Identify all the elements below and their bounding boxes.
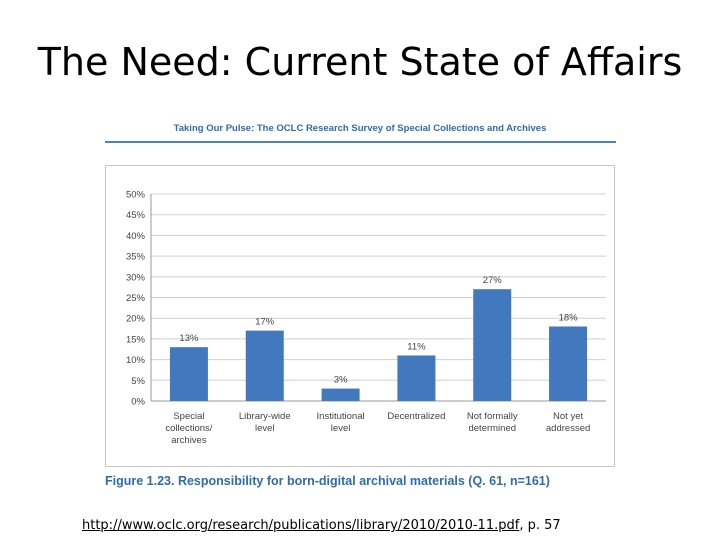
y-tick-label: 30% (126, 272, 146, 283)
source-link[interactable]: http://www.oclc.org/research/publication… (82, 518, 520, 533)
y-tick-label: 20% (126, 314, 146, 325)
x-tick-label: Institutional (317, 411, 365, 422)
x-tick-label: Special (173, 411, 204, 422)
source-page: , p. 57 (519, 518, 561, 533)
chart-frame: 0% 5% 10% 15% 20% 25% 30% 35% 40% 45% 50% 13% Specia… (105, 165, 615, 467)
x-tick-label: level (331, 423, 351, 434)
bar (473, 289, 512, 401)
data-label: 18% (559, 312, 579, 323)
y-tick-label: 40% (126, 231, 146, 242)
header-rule (105, 141, 616, 143)
x-tick-label: level (255, 423, 275, 434)
x-tick-label: Decentralized (387, 411, 445, 422)
data-label: 11% (407, 341, 426, 352)
slide-title: The Need: Current State of Affairs (37, 40, 683, 84)
bar (245, 330, 284, 401)
data-label: 27% (483, 275, 503, 286)
y-tick-label: 45% (126, 210, 146, 221)
y-tick-label: 5% (131, 376, 145, 387)
source-line: http://www.oclc.org/research/publication… (82, 518, 561, 533)
x-tick-label: Library-wide (239, 411, 291, 422)
x-tick-label: determined (468, 423, 516, 434)
bar-chart: 0% 5% 10% 15% 20% 25% 30% 35% 40% 45% 50% 13% Specia… (126, 190, 606, 446)
x-tick-label: Not formally (467, 411, 518, 422)
bar (321, 388, 360, 401)
data-label: 17% (255, 317, 275, 328)
bar (397, 355, 436, 401)
x-tick-label: addressed (546, 423, 590, 434)
x-tick-label: archives (171, 435, 207, 446)
data-label: 13% (179, 333, 199, 344)
y-tick-label: 10% (126, 355, 146, 366)
x-tick-label: Not yet (553, 411, 583, 422)
report-header: Taking Our Pulse: The OCLC Research Surv… (173, 123, 547, 134)
y-tick-label: 50% (126, 190, 146, 201)
bar (169, 347, 208, 401)
bar (549, 326, 588, 401)
figure-caption: Figure 1.23. Responsibility for born-dig… (105, 474, 550, 488)
y-tick-label: 35% (126, 252, 146, 263)
y-tick-label: 0% (131, 397, 145, 408)
y-tick-label: 25% (126, 293, 146, 304)
y-tick-label: 15% (126, 334, 146, 345)
data-label: 3% (334, 375, 348, 386)
x-tick-label: collections/ (165, 423, 212, 434)
